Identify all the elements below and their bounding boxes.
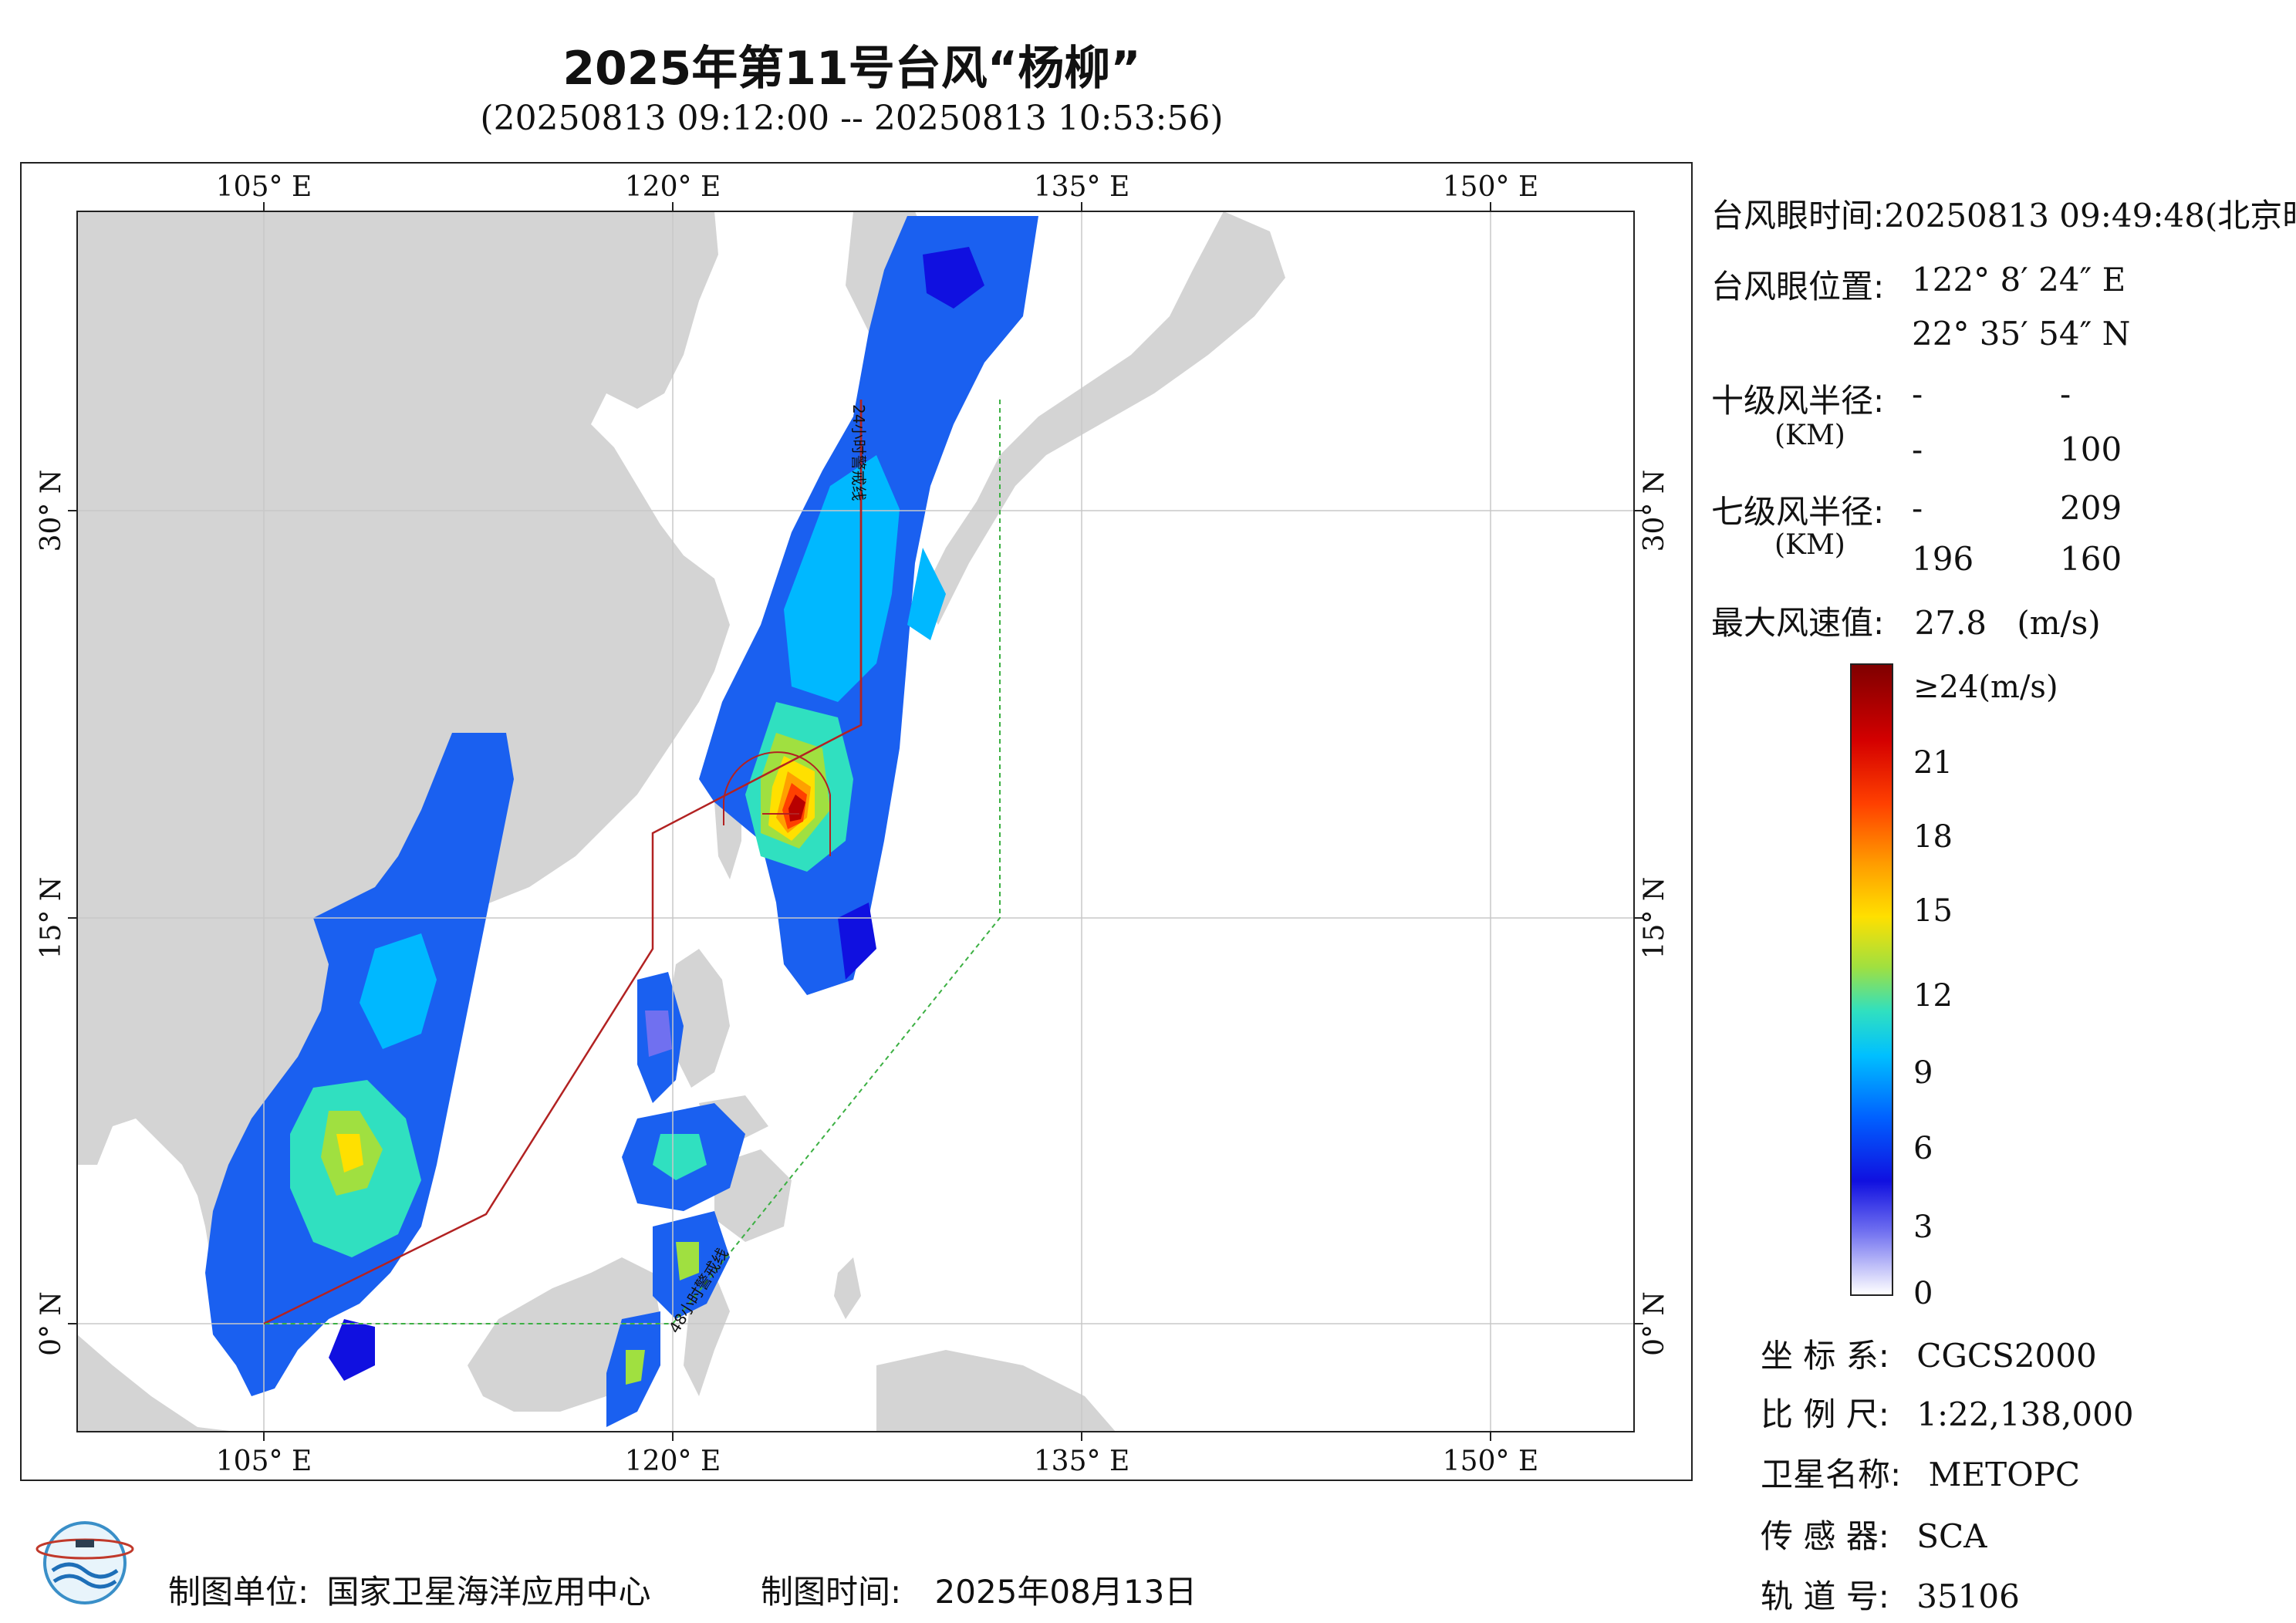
sensor-value: SCA: [1916, 1517, 1987, 1555]
lon-label-top-105: 105° E: [216, 171, 312, 203]
lon-label-top-135: 135° E: [1034, 171, 1129, 203]
date-value: 2025年08月13日: [934, 1573, 1197, 1611]
lat-label-right-30: 30° N: [1639, 470, 1670, 552]
satellite-row: 卫星名称: METOPC: [1761, 1449, 2080, 1496]
date-row: 制图时间: 2025年08月13日: [761, 1566, 1197, 1613]
mainland-asia: [77, 211, 730, 1335]
eye-time-row: 台风眼时间:20250813 09:49:48(北京时): [1711, 190, 2296, 237]
colorbar-label-9: 9: [1913, 1055, 1933, 1091]
date-label: 制图时间:: [761, 1573, 902, 1611]
map-title: 2025年第11号台风“杨柳”: [562, 42, 1141, 96]
crs-value: CGCS2000: [1916, 1337, 2097, 1375]
halmahera-island: [834, 1257, 861, 1319]
wind-swath-west: [205, 733, 514, 1396]
orbit-value: 35106: [1916, 1577, 2020, 1615]
level7-radius-label: 七级风半径:: [1711, 493, 1885, 531]
warning-line-24h-label: 24小时警戒线: [849, 404, 868, 501]
plot-border: [76, 211, 1635, 1432]
max-wind-value: 27.8: [1914, 604, 1987, 642]
scale-row: 比 例 尺: 1:22,138,000: [1761, 1388, 2134, 1436]
level7-unit: (KM): [1774, 529, 1845, 561]
eye-longitude: 122° 8′ 24″ E: [1912, 261, 2126, 299]
wind-speed-colorbar: [1850, 663, 1893, 1296]
producer-label: 制图单位:: [168, 1573, 309, 1611]
level10-radius-nw: -: [2060, 375, 2071, 413]
scale-value: 1:22,138,000: [1916, 1395, 2134, 1433]
wind-swath-south: [606, 972, 745, 1427]
colorbar-label-18: 18: [1913, 819, 1953, 855]
map-frame: [20, 162, 1693, 1481]
scale-label: 比 例 尺:: [1761, 1395, 1889, 1433]
lon-label-bottom-120: 120° E: [625, 1446, 721, 1477]
warning-line-48h-path: [264, 400, 1001, 1324]
crs-label: 坐 标 系:: [1761, 1337, 1889, 1375]
colorbar-label-3: 3: [1913, 1210, 1933, 1245]
wind-field-map[interactable]: 105° E 120° E 135° E 150° E 105° E 120° …: [20, 162, 1693, 1481]
producer-row: 制图单位: 国家卫星海洋应用中心: [168, 1566, 651, 1613]
lat-label-left-15: 15° N: [35, 877, 67, 960]
lon-label-bottom-150: 150° E: [1443, 1446, 1538, 1477]
level7-radius-sw: 196: [1912, 540, 1974, 578]
level10-radius-ne: -: [1912, 375, 1923, 413]
typhoon-eye-marker: [723, 751, 831, 856]
eye-time-label: 台风眼时间:: [1711, 197, 1885, 235]
satellite-value: METOPC: [1928, 1456, 2081, 1493]
eye-latitude: 22° 35′ 54″ N: [1912, 315, 2131, 353]
colorbar-label-0: 0: [1913, 1276, 1933, 1311]
level10-radius-se: 100: [2060, 430, 2122, 468]
lon-label-bottom-135: 135° E: [1034, 1446, 1129, 1477]
lat-label-right-15: 15° N: [1639, 877, 1670, 960]
organization-logo: [35, 1521, 134, 1604]
level10-radius-label: 十级风半径:: [1711, 382, 1885, 420]
level7-radius-ne: -: [1912, 489, 1923, 527]
level7-radius-nw: 209: [2060, 489, 2122, 527]
eye-position-label: 台风眼位置:: [1711, 268, 1885, 305]
max-wind-row: 最大风速值: 27.8 (m/s): [1711, 597, 2101, 644]
level10-radius-sw: -: [1912, 430, 1923, 468]
sensor-label: 传 感 器:: [1761, 1517, 1889, 1555]
satellite-label: 卫星名称:: [1761, 1456, 1902, 1493]
lat-label-right-0: 0° N: [1639, 1291, 1670, 1356]
eye-time-value: 20250813 09:49:48(北京时): [1884, 197, 2296, 235]
lon-label-top-120: 120° E: [625, 171, 721, 203]
max-wind-label: 最大风速值:: [1711, 604, 1885, 642]
luzon-island: [668, 949, 730, 1088]
sensor-row: 传 感 器: SCA: [1761, 1510, 1987, 1557]
lat-label-left-30: 30° N: [35, 470, 67, 552]
axis-ticks: [68, 202, 1643, 1441]
observation-time-range: (20250813 09:12:00 -- 20250813 10:53:56): [480, 99, 1224, 138]
crs-row: 坐 标 系: CGCS2000: [1761, 1330, 2097, 1377]
new-guinea-island: [876, 1350, 1116, 1432]
level10-unit: (KM): [1774, 420, 1845, 451]
producer-value: 国家卫星海洋应用中心: [326, 1573, 651, 1611]
colorbar-label-24: ≥24(m/s): [1913, 670, 2058, 705]
lon-label-top-150: 150° E: [1443, 171, 1538, 203]
orbit-label: 轨 道 号:: [1761, 1577, 1889, 1615]
orbit-row: 轨 道 号: 35106: [1761, 1571, 2020, 1618]
japan-islands: [923, 211, 1285, 625]
lat-label-left-0: 0° N: [35, 1291, 67, 1356]
wind-swath-east: [699, 216, 1038, 995]
colorbar-label-12: 12: [1913, 978, 1953, 1014]
colorbar-label-15: 15: [1913, 893, 1953, 929]
colorbar-label-6: 6: [1913, 1131, 1933, 1166]
sumatra-island: [77, 1335, 236, 1432]
max-wind-unit: (m/s): [2017, 604, 2101, 642]
lon-label-bottom-105: 105° E: [216, 1446, 312, 1477]
warning-line-24h-path: [263, 400, 863, 1325]
level7-radius-se: 160: [2060, 540, 2122, 578]
colorbar-label-21: 21: [1913, 745, 1953, 781]
